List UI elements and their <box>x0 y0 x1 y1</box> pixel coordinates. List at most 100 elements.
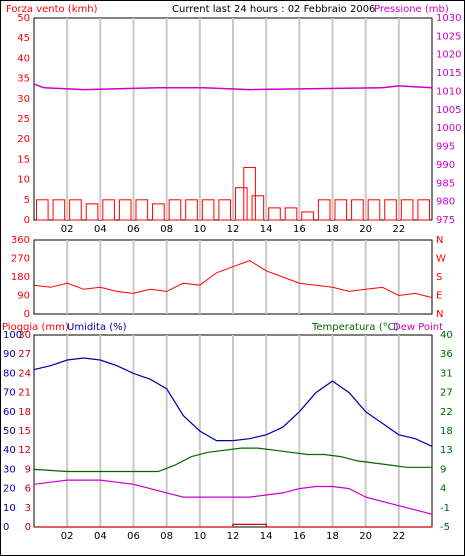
humidity-line <box>33 357 433 447</box>
temperature-tick-label: 22 <box>440 407 453 418</box>
wind-bar <box>268 207 281 221</box>
direction-tick-label: 0 <box>24 309 30 320</box>
pressure-tick-label: 1005 <box>436 105 461 116</box>
wind-tick-label: 25 <box>17 114 30 125</box>
x-tick-label: 02 <box>61 224 74 235</box>
pressure-tick-label: 1025 <box>436 31 461 42</box>
wind-bar <box>284 207 298 221</box>
wind-direction-line <box>33 260 433 299</box>
wind-tick-label: 0 <box>24 215 30 226</box>
humidity-tick-label: 100 <box>3 330 22 341</box>
x-tick-label: 04 <box>94 531 107 542</box>
wind-bar <box>367 199 381 221</box>
panel1-x-axis: 02 04 06 08 10 12 14 16 18 20 22 <box>61 224 405 235</box>
pressure-axis: 975 980 985 990 995 1000 1005 1010 1015 1020 1025 1… <box>436 13 461 226</box>
wind-bar <box>417 199 431 221</box>
x-tick-label: 18 <box>326 224 339 235</box>
rain-line <box>34 523 432 528</box>
wind-tick-label: 5 <box>24 195 30 206</box>
pressure-tick-label: 975 <box>436 215 455 226</box>
pressure-tick-label: 1015 <box>436 68 461 79</box>
x-tick-label: 20 <box>359 531 372 542</box>
compass-tick-label: N <box>436 235 443 246</box>
humidity-tick-label: 90 <box>3 349 16 360</box>
x-tick-label: 06 <box>127 224 140 235</box>
pressure-tick-label: 995 <box>436 142 455 153</box>
pressure-tick-label: 985 <box>436 178 455 189</box>
rain-tick-label: 18 <box>18 407 31 418</box>
wind-bar <box>234 187 248 221</box>
wind-bar <box>35 199 49 221</box>
wind-bar <box>168 199 182 221</box>
temperature-axis: -5 -1 4 9 13 18 22 27 31 36 40 <box>440 330 453 533</box>
x-tick-label: 22 <box>392 224 405 235</box>
temperature-tick-label: 40 <box>440 330 453 341</box>
wind-tick-label: 30 <box>17 94 30 105</box>
wind-bar <box>85 203 99 221</box>
wind-bar <box>102 199 115 221</box>
panel-wind-direction-grid <box>66 240 400 314</box>
temperature-tick-label: 27 <box>440 388 453 399</box>
x-tick-label: 22 <box>392 531 405 542</box>
wind-bar <box>334 199 348 221</box>
x-tick-label: 12 <box>227 224 240 235</box>
x-tick-label: 04 <box>94 224 107 235</box>
wind-bar <box>351 199 364 221</box>
x-tick-label: 02 <box>61 531 74 542</box>
wind-bar <box>251 195 265 221</box>
rain-tick-label: 30 <box>18 330 31 341</box>
wind-bar <box>218 199 232 221</box>
dewpoint-line <box>33 479 433 515</box>
humidity-tick-label: 0 <box>3 522 9 533</box>
chart-title: Current last 24 hours : 02 Febbraio 2006 <box>172 4 375 15</box>
rain-tick-label: 15 <box>18 426 31 437</box>
humidity-tick-label: 40 <box>3 445 16 456</box>
wind-speed-axis: 0 5 10 15 20 25 30 35 40 45 50 <box>17 13 30 226</box>
wind-bar <box>301 211 314 221</box>
direction-tick-label: 180 <box>11 272 30 283</box>
x-tick-label: 10 <box>193 531 206 542</box>
wind-bar <box>201 199 215 221</box>
wind-bar <box>243 166 256 221</box>
rain-tick-label: 0 <box>25 522 31 533</box>
direction-tick-label: 90 <box>17 291 30 302</box>
humidity-tick-label: 50 <box>3 426 16 437</box>
x-tick-label: 16 <box>293 531 306 542</box>
pressure-tick-label: 1000 <box>436 123 461 134</box>
wind-bar <box>384 199 397 221</box>
pressure-axis-title: Pressione (mb) <box>374 4 449 15</box>
x-tick-label: 16 <box>293 224 306 235</box>
wind-tick-label: 50 <box>17 13 30 24</box>
temperature-tick-label: -5 <box>440 522 450 533</box>
panel-humidity-temperature: 0369121518212427300102030405060708090100… <box>3 330 453 542</box>
x-tick-label: 18 <box>326 531 339 542</box>
wind-tick-label: 45 <box>17 33 30 44</box>
rain-tick-label: 24 <box>18 368 31 379</box>
wind-bar <box>185 199 198 221</box>
panel-wind-pressure-grid <box>66 18 400 220</box>
pressure-tick-label: 1010 <box>436 86 461 97</box>
compass-tick-label: W <box>436 254 446 265</box>
temperature-tick-label: 18 <box>440 426 453 437</box>
wind-axis-title: Forza vento (kmh) <box>6 4 98 15</box>
wind-bar <box>317 199 331 221</box>
temperature-tick-label: 13 <box>440 445 453 456</box>
temperature-tick-label: 4 <box>440 484 446 495</box>
x-tick-label: 20 <box>359 224 372 235</box>
humidity-axis-title: Umidita (%) <box>67 322 127 333</box>
x-tick-label: 08 <box>160 224 173 235</box>
humidity-tick-label: 70 <box>3 388 16 399</box>
dewpoint-axis-title: Dew Point <box>393 322 443 333</box>
rain-tick-label: 21 <box>18 388 31 399</box>
wind-tick-label: 40 <box>17 53 30 64</box>
temperature-tick-label: 36 <box>440 349 453 360</box>
panel3-x-axis: 02 04 06 08 10 12 14 16 18 20 22 <box>61 531 405 542</box>
humidity-tick-label: 20 <box>3 484 16 495</box>
wind-tick-label: 20 <box>17 134 30 145</box>
humidity-tick-label: 80 <box>3 368 16 379</box>
wind-bar <box>52 199 66 221</box>
